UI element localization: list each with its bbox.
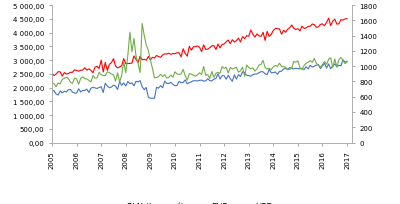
USD <box>50 83 54 85</box>
Line: USD: USD <box>52 24 347 87</box>
PLN (lewa oś) <box>326 18 331 20</box>
PLN (lewa oś) <box>328 25 333 28</box>
EUR <box>275 74 280 76</box>
EUR <box>340 59 345 62</box>
EUR <box>222 75 226 78</box>
Line: PLN (lewa oś): PLN (lewa oś) <box>52 19 347 77</box>
Legend: PLN (lewa oś), EUR, USD: PLN (lewa oś), EUR, USD <box>104 199 276 204</box>
EUR <box>148 98 153 100</box>
PLN (lewa oś) <box>345 18 350 21</box>
PLN (lewa oś) <box>52 75 56 77</box>
USD <box>285 69 290 72</box>
EUR <box>326 63 331 66</box>
EUR <box>64 91 69 94</box>
USD <box>140 23 144 26</box>
EUR <box>283 68 288 70</box>
Line: EUR: EUR <box>52 60 347 99</box>
USD <box>54 86 58 89</box>
PLN (lewa oś) <box>66 73 71 75</box>
USD <box>345 61 350 64</box>
PLN (lewa oś) <box>60 75 65 78</box>
PLN (lewa oś) <box>283 32 288 34</box>
PLN (lewa oś) <box>50 73 54 75</box>
PLN (lewa oś) <box>222 43 226 46</box>
PLN (lewa oś) <box>275 28 280 31</box>
USD <box>52 83 56 85</box>
EUR <box>50 90 54 92</box>
USD <box>66 78 71 80</box>
USD <box>328 57 333 60</box>
USD <box>224 67 228 69</box>
EUR <box>345 61 350 63</box>
USD <box>277 63 282 65</box>
EUR <box>52 90 56 92</box>
